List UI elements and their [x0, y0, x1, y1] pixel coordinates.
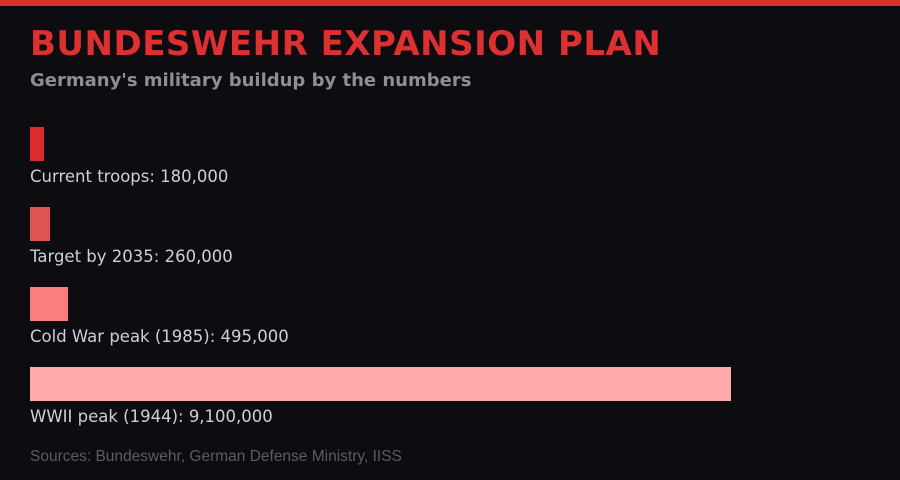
bar-group: WWII peak (1944): 9,100,000 [30, 367, 870, 428]
bar-label: Cold War peak (1985): 495,000 [30, 327, 289, 346]
bar-group: Target by 2035: 260,000 [30, 207, 870, 268]
page-subtitle: Germany's military buildup by the number… [30, 70, 472, 91]
bar-label: Current troops: 180,000 [30, 167, 229, 186]
bar [30, 207, 51, 241]
bar [30, 127, 44, 161]
page-title: BUNDESWEHR EXPANSION PLAN [30, 24, 662, 64]
bar [30, 287, 69, 321]
bar-group: Current troops: 180,000 [30, 127, 870, 188]
bar-chart: Current troops: 180,000 Target by 2035: 2… [30, 127, 870, 428]
top-accent-bar [0, 0, 900, 6]
infographic: BUNDESWEHR EXPANSION PLAN Germany's mili… [0, 27, 900, 466]
bar-group: Cold War peak (1985): 495,000 [30, 287, 870, 348]
bar-label: WWII peak (1944): 9,100,000 [30, 407, 273, 426]
bar-label: Target by 2035: 260,000 [30, 247, 233, 266]
sources-note: Sources: Bundeswehr, German Defense Mini… [30, 448, 402, 465]
bar [30, 367, 731, 401]
